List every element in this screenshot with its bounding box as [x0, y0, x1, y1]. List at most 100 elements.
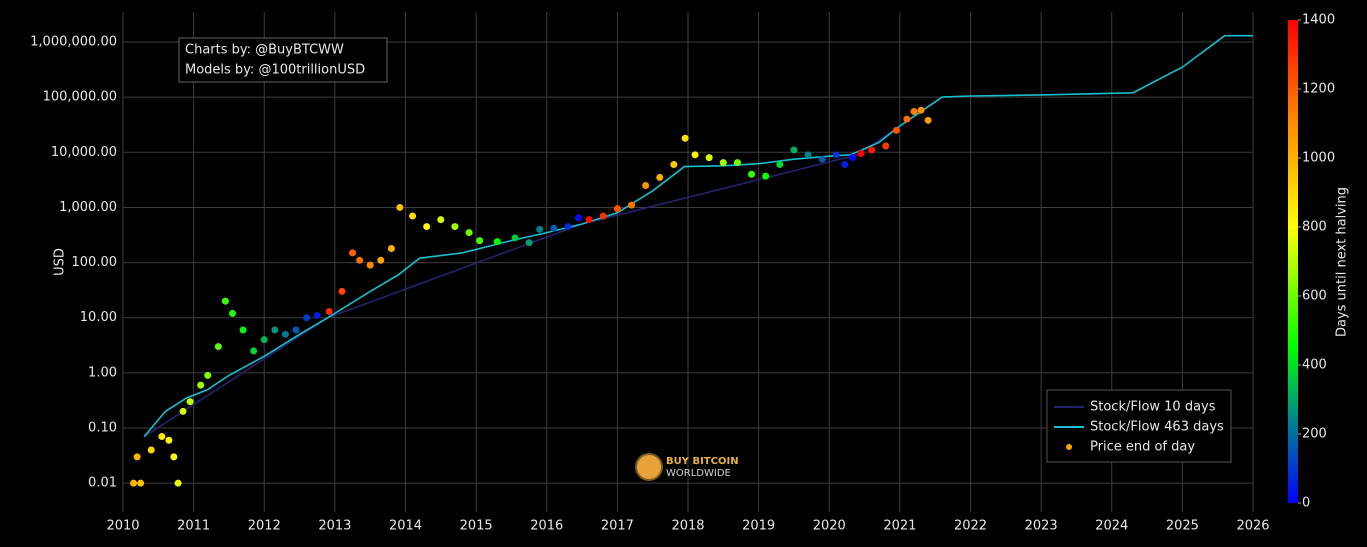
x-tick-label: 2014	[389, 519, 422, 534]
price-point	[832, 151, 840, 159]
legend-label: Price end of day	[1090, 440, 1195, 455]
x-tick-label: 2023	[1025, 519, 1058, 534]
price-point	[790, 146, 798, 154]
price-point	[396, 203, 404, 211]
price-point	[133, 453, 141, 461]
price-point	[804, 151, 812, 159]
price-point	[681, 134, 689, 142]
price-point	[179, 407, 187, 415]
colorbar-tick-label: 0	[1302, 496, 1310, 511]
y-tick-label: 0.01	[88, 476, 117, 491]
price-point	[465, 229, 473, 237]
price-point	[910, 107, 918, 115]
price-point	[599, 212, 607, 220]
price-point	[387, 245, 395, 253]
price-point	[186, 398, 194, 406]
price-point	[705, 154, 713, 162]
price-point	[857, 150, 865, 158]
price-point	[670, 161, 678, 169]
price-point	[642, 181, 650, 189]
price-point	[313, 311, 321, 319]
x-tick-label: 2016	[530, 519, 563, 534]
x-tick-label: 2020	[813, 519, 846, 534]
price-point	[165, 436, 173, 444]
price-point	[221, 297, 229, 305]
x-tick-label: 2013	[318, 519, 351, 534]
price-point	[281, 330, 289, 338]
annotation-line: Charts by: @BuyBTCWW	[185, 43, 344, 58]
price-point	[525, 239, 533, 247]
price-point	[137, 479, 145, 487]
x-tick-label: 2024	[1095, 519, 1128, 534]
price-point	[882, 142, 890, 150]
price-point	[841, 161, 849, 169]
price-point	[903, 115, 911, 123]
price-point	[818, 155, 826, 163]
price-point	[271, 326, 279, 334]
price-point	[356, 256, 364, 264]
price-point	[868, 146, 876, 154]
watermark-logo	[635, 453, 663, 481]
x-tick-label: 2025	[1166, 519, 1199, 534]
price-point	[511, 234, 519, 242]
legend-label: Stock/Flow 10 days	[1090, 400, 1216, 415]
price-point	[174, 479, 182, 487]
price-point	[762, 172, 770, 180]
price-point	[748, 170, 756, 178]
price-point	[917, 106, 925, 114]
y-tick-label: 100.00	[72, 255, 118, 270]
x-tick-label: 2011	[177, 519, 210, 534]
price-point	[493, 238, 501, 246]
price-point	[476, 237, 484, 245]
x-tick-label: 2026	[1236, 519, 1269, 534]
price-point	[130, 479, 138, 487]
colorbar-tick-label: 1400	[1302, 13, 1335, 28]
price-point	[656, 173, 664, 181]
price-point	[377, 256, 385, 264]
x-tick-label: 2018	[671, 519, 704, 534]
price-point	[536, 225, 544, 233]
price-point	[892, 126, 900, 134]
price-point	[613, 205, 621, 213]
price-point	[423, 223, 431, 231]
price-point	[292, 326, 300, 334]
price-point	[585, 216, 593, 224]
x-tick-label: 2021	[883, 519, 916, 534]
x-tick-label: 2022	[954, 519, 987, 534]
legend-swatch	[1066, 444, 1072, 450]
colorbar	[1288, 20, 1298, 503]
price-point	[628, 201, 635, 209]
watermark-text: BUY BITCOIN	[666, 456, 739, 467]
price-point	[250, 347, 258, 355]
colorbar-title: Days until next halving	[1335, 187, 1350, 337]
sf-line	[143, 34, 1253, 438]
price-point	[228, 309, 236, 317]
y-tick-label: 1,000.00	[59, 200, 117, 215]
price-point	[575, 214, 583, 222]
price-point	[409, 212, 417, 220]
annotation-box	[178, 37, 388, 83]
y-tick-label: 10.00	[80, 310, 117, 325]
y-tick-label: 0.10	[88, 421, 117, 436]
price-point	[260, 336, 268, 344]
price-point	[158, 433, 166, 441]
price-point	[214, 343, 222, 351]
price-point	[349, 249, 357, 257]
y-tick-label: 10,000.00	[51, 145, 117, 160]
price-point	[924, 116, 932, 124]
price-point	[776, 161, 784, 169]
price-point	[564, 223, 572, 231]
colorbar-tick-label: 200	[1302, 427, 1327, 442]
price-point	[204, 371, 212, 379]
price-point	[451, 223, 459, 231]
y-tick-label: 100,000.00	[43, 90, 117, 105]
price-point	[197, 381, 205, 389]
price-point	[366, 261, 374, 269]
price-point	[691, 151, 699, 159]
watermark-text: WORLDWIDE	[666, 468, 731, 479]
price-point	[550, 224, 558, 232]
price-point	[733, 159, 741, 167]
price-point	[325, 307, 333, 315]
